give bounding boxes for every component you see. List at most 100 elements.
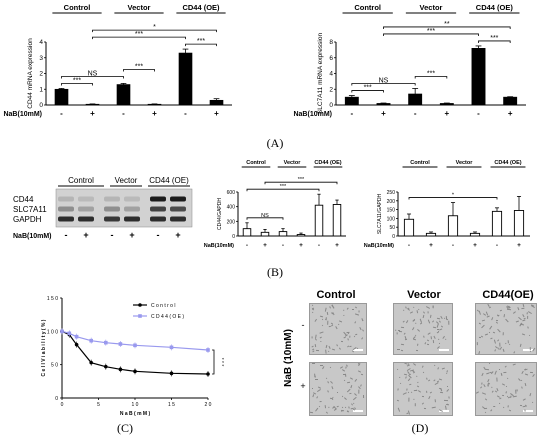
chart-a1-treatment-sign: - (60, 109, 63, 118)
chart-c-x-tick-label: 0 (61, 402, 64, 408)
blot-band (124, 206, 140, 212)
chart-b1-treatment-sign: - (318, 242, 320, 249)
micrograph-cell (343, 397, 347, 400)
micrograph-cell (349, 335, 351, 337)
micrograph-cell (352, 402, 355, 405)
micrograph-cell (311, 336, 313, 339)
micrograph-control-nab (309, 362, 367, 416)
chart-a2-sig-bracket (351, 83, 416, 86)
chart-a2-bar (408, 93, 423, 106)
micrograph-cell (481, 319, 486, 322)
micro-col-label-cd44: CD44(OE) (482, 289, 534, 301)
chart-b2-bar (469, 232, 481, 237)
micrograph-cell (311, 363, 315, 365)
micrograph-cell (322, 365, 325, 369)
chart-a2-bar (503, 96, 518, 106)
chart-b2-group-label: CD44 (OE) (494, 160, 521, 166)
micrograph-cell (529, 372, 533, 374)
micrograph-cell (347, 410, 350, 413)
blot-band (170, 216, 186, 222)
blot-band (124, 196, 140, 202)
micrograph-cell (329, 366, 331, 369)
micrograph-cell (502, 332, 504, 336)
micrograph-cell (481, 325, 485, 329)
chart-b2-treatment-sign: - (496, 242, 498, 249)
micrograph-cell (503, 372, 507, 374)
micrograph-cell (429, 314, 432, 319)
micrograph-cell (397, 407, 401, 412)
micrograph-cell (396, 349, 400, 351)
chart-a2-group-label: Control (354, 3, 381, 12)
micrograph-cell (480, 335, 483, 338)
chart-a1-sig-label: NS (88, 70, 98, 77)
micrograph-cell (354, 320, 357, 324)
micrograph-cell (357, 370, 361, 373)
micrograph-cell (352, 396, 357, 400)
micrograph-cell (402, 320, 405, 323)
micrograph-cell (328, 406, 331, 409)
chart-c-y-tick-label: 1 5 0 (47, 296, 58, 302)
blot-treatment-sign: - (111, 230, 114, 240)
micrograph-cell (416, 381, 419, 384)
micrograph-cell (430, 391, 433, 394)
chart-a1-bar (54, 88, 69, 106)
micrograph-cell (487, 384, 490, 387)
blot-band (58, 216, 74, 222)
micrograph-cell (405, 376, 408, 379)
micrograph-cell (412, 399, 415, 401)
micro-row-sign-plus: + (300, 381, 305, 391)
chart-a2-group-label: CD44 (OE) (476, 3, 514, 12)
micro-col-label-control: Control (316, 289, 355, 301)
blot-group-label-vector: Vector (115, 176, 138, 185)
micrograph-cell (508, 409, 511, 412)
micrograph-cell (400, 349, 403, 351)
micrograph-cell (412, 338, 417, 341)
micrograph-cell (333, 408, 337, 411)
micrograph-cell (332, 312, 335, 315)
micrograph-cell (336, 344, 339, 347)
micrograph-cell (319, 400, 322, 402)
micrograph-cell (490, 386, 493, 389)
micrograph-cell (438, 339, 440, 341)
chart-a2: Control Vector CD44 (OE) 0 2 4 6 8 SLC7A11 mRNA … (293, 3, 526, 118)
chart-a1-y-label: CD44 mRNA expression (27, 38, 34, 109)
micrograph-cell (434, 382, 439, 385)
blot-treatment-sign: - (65, 230, 68, 240)
micrograph-cell (529, 392, 532, 396)
micrograph-cell (436, 328, 439, 330)
chart-b2-bar (491, 210, 503, 237)
micrograph-cell (407, 363, 409, 366)
micrograph-cell (422, 371, 425, 374)
micrograph-cell (487, 315, 490, 318)
chart-c-legend-marker (138, 314, 142, 318)
chart-a1-sig-label: *** (135, 63, 143, 70)
micrograph-cell (514, 389, 517, 394)
micrograph-cell (341, 410, 343, 413)
blot-band (104, 206, 120, 212)
micrograph-cell (336, 392, 339, 394)
blot-treatment-sign: - (157, 230, 160, 240)
micrograph-cell (484, 397, 488, 401)
micrograph-cell (427, 319, 431, 324)
chart-a2-y-tick-label: 4 (329, 71, 333, 78)
micrograph-cell (522, 398, 526, 401)
micrograph-cell (328, 325, 331, 328)
micrograph-cell (431, 406, 436, 409)
micrograph-cell (495, 321, 498, 324)
micrograph-cell (478, 310, 481, 315)
chart-c-series-line (61, 330, 209, 375)
micrograph-cell (439, 391, 444, 393)
micrograph-vector-nab (393, 362, 453, 416)
micrograph-cell (327, 350, 330, 353)
blot-band (124, 216, 140, 222)
micrograph-cell (360, 337, 363, 340)
micrograph-cell (345, 366, 347, 369)
micrograph-cell (326, 320, 328, 324)
micrograph-cell (353, 336, 356, 338)
micrograph-cell (446, 370, 449, 373)
chart-a2-treatment-sign: + (381, 109, 386, 118)
chart-a1-y-tick-label: 4 (39, 39, 43, 46)
micrograph-cell (331, 385, 334, 389)
blot-band (78, 206, 94, 212)
micrograph-cell (513, 311, 517, 314)
